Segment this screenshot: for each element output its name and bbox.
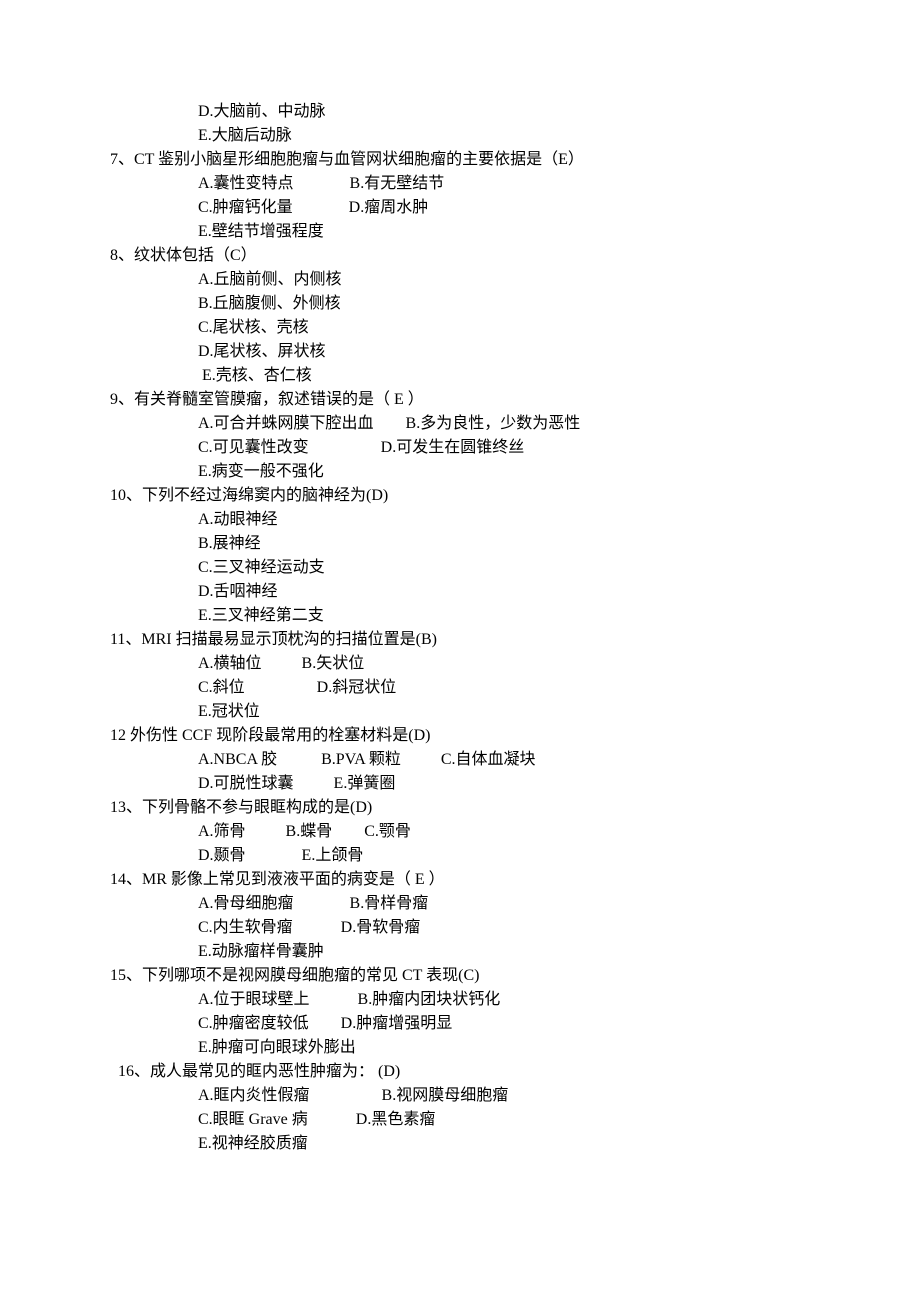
text-line: E.壁结节增强程度 (110, 220, 830, 244)
text-line: 15、下列哪项不是视网膜母细胞瘤的常见 CT 表现(C) (110, 964, 830, 988)
text-line: B.丘脑腹侧、外侧核 (110, 292, 830, 316)
text-line: E.动脉瘤样骨囊肿 (110, 940, 830, 964)
text-line: A.可合并蛛网膜下腔出血 B.多为良性，少数为恶性 (110, 412, 830, 436)
text-line: E.大脑后动脉 (110, 124, 830, 148)
text-line: 9、有关脊髓室管膜瘤，叙述错误的是（ E ） (110, 388, 830, 412)
text-line: C.斜位 D.斜冠状位 (110, 676, 830, 700)
text-line: E.三叉神经第二支 (110, 604, 830, 628)
text-line: A.丘脑前侧、内侧核 (110, 268, 830, 292)
text-line: 8、纹状体包括（C） (110, 244, 830, 268)
text-line: A.横轴位 B.矢状位 (110, 652, 830, 676)
text-line: D.可脱性球囊 E.弹簧圈 (110, 772, 830, 796)
text-line: 13、下列骨骼不参与眼眶构成的是(D) (110, 796, 830, 820)
text-line: B.展神经 (110, 532, 830, 556)
text-line: E.冠状位 (110, 700, 830, 724)
text-line: C.肿瘤密度较低 D.肿瘤增强明显 (110, 1012, 830, 1036)
document-page: D.大脑前、中动脉E.大脑后动脉7、CT 鉴别小脑星形细胞胞瘤与血管网状细胞瘤的… (0, 0, 920, 1216)
text-line: C.内生软骨瘤 D.骨软骨瘤 (110, 916, 830, 940)
text-line: E.肿瘤可向眼球外膨出 (110, 1036, 830, 1060)
text-line: C.可见囊性改变 D.可发生在圆锥终丝 (110, 436, 830, 460)
text-line: A.眶内炎性假瘤 B.视网膜母细胞瘤 (110, 1084, 830, 1108)
text-line: C.肿瘤钙化量 D.瘤周水肿 (110, 196, 830, 220)
text-line: A.囊性变特点 B.有无壁结节 (110, 172, 830, 196)
text-line: A.筛骨 B.蝶骨 C.颚骨 (110, 820, 830, 844)
text-line: C.尾状核、壳核 (110, 316, 830, 340)
text-line: A.动眼神经 (110, 508, 830, 532)
question-list: D.大脑前、中动脉E.大脑后动脉7、CT 鉴别小脑星形细胞胞瘤与血管网状细胞瘤的… (110, 100, 830, 1156)
text-line: 7、CT 鉴别小脑星形细胞胞瘤与血管网状细胞瘤的主要依据是（E） (110, 148, 830, 172)
text-line: E.视神经胶质瘤 (110, 1132, 830, 1156)
text-line: C.三叉神经运动支 (110, 556, 830, 580)
text-line: A.NBCA 胶 B.PVA 颗粒 C.自体血凝块 (110, 748, 830, 772)
text-line: E.病变一般不强化 (110, 460, 830, 484)
text-line: 16、成人最常见的眶内恶性肿瘤为： (D) (110, 1060, 830, 1084)
text-line: C.眼眶 Grave 病 D.黑色素瘤 (110, 1108, 830, 1132)
text-line: 12 外伤性 CCF 现阶段最常用的栓塞材料是(D) (110, 724, 830, 748)
text-line: A.位于眼球壁上 B.肿瘤内团块状钙化 (110, 988, 830, 1012)
text-line: D.大脑前、中动脉 (110, 100, 830, 124)
text-line: D.舌咽神经 (110, 580, 830, 604)
text-line: E.壳核、杏仁核 (110, 364, 830, 388)
text-line: 11、MRI 扫描最易显示顶枕沟的扫描位置是(B) (110, 628, 830, 652)
text-line: 10、下列不经过海绵窦内的脑神经为(D) (110, 484, 830, 508)
text-line: D.颞骨 E.上颌骨 (110, 844, 830, 868)
text-line: A.骨母细胞瘤 B.骨样骨瘤 (110, 892, 830, 916)
text-line: D.尾状核、屏状核 (110, 340, 830, 364)
text-line: 14、MR 影像上常见到液液平面的病变是（ E ） (110, 868, 830, 892)
